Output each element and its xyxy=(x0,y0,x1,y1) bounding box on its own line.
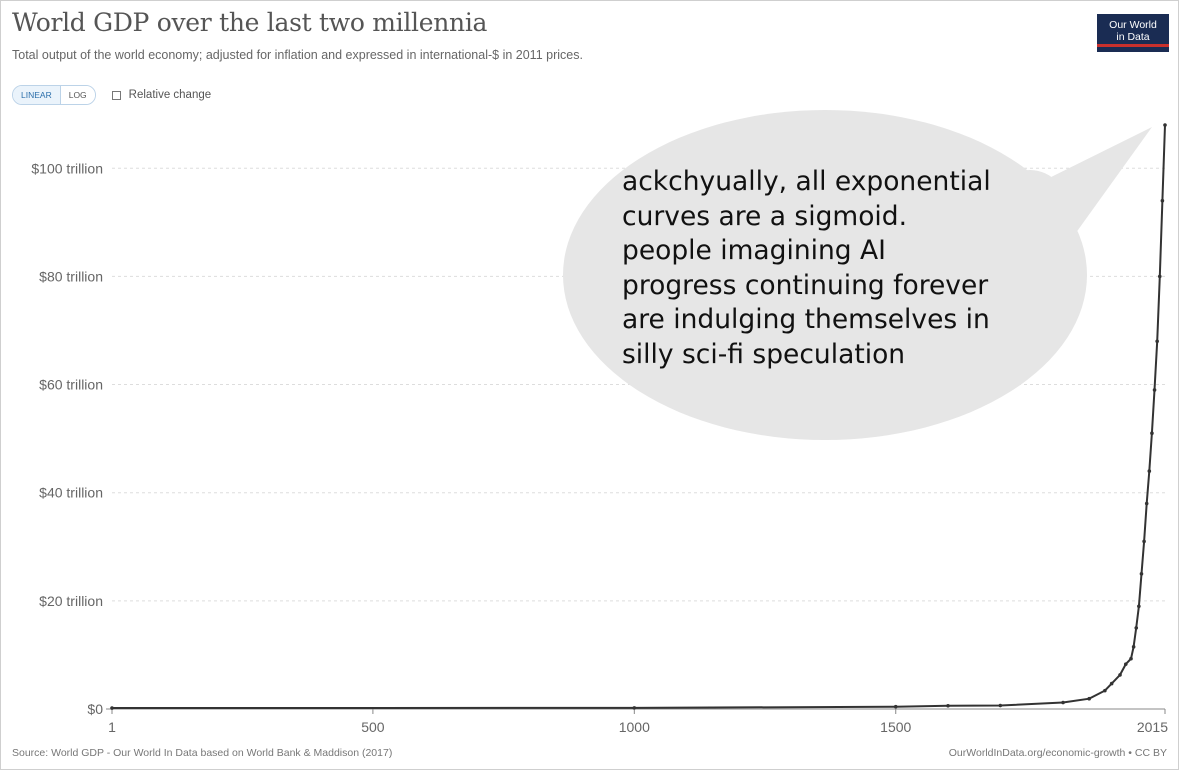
gdp-data-point xyxy=(1137,604,1141,609)
gdp-data-point xyxy=(1087,696,1091,701)
x-tick-label: 1 xyxy=(108,719,116,735)
gdp-data-point xyxy=(998,703,1003,708)
gdp-data-point xyxy=(1129,656,1133,661)
our-world-in-data-logo[interactable]: Our World in Data xyxy=(1097,14,1169,52)
relative-change-toggle[interactable]: Relative change xyxy=(111,89,212,101)
y-tick-label: $100 trillion xyxy=(31,160,103,176)
gdp-data-point xyxy=(1152,388,1157,392)
y-tick-label: $0 xyxy=(87,701,103,717)
gdp-data-point xyxy=(1103,688,1107,693)
gdp-data-point xyxy=(1118,673,1122,677)
linear-button[interactable]: LINEAR xyxy=(13,86,61,104)
gdp-data-point xyxy=(632,706,637,710)
logo-line-1: Our World xyxy=(1109,19,1157,31)
y-tick-label: $60 trillion xyxy=(39,377,103,393)
gdp-data-point xyxy=(1109,681,1114,686)
relative-change-label: Relative change xyxy=(128,89,212,101)
logo-line-2: in Data xyxy=(1116,31,1150,43)
gdp-data-point xyxy=(893,704,898,709)
y-tick-label: $20 trillion xyxy=(39,593,103,609)
x-tick-label: 500 xyxy=(361,719,385,735)
series-layer xyxy=(110,123,1167,710)
gdp-data-point xyxy=(1157,274,1162,279)
chart-title: World GDP over the last two millennia xyxy=(12,8,488,37)
gdp-data-point xyxy=(1139,572,1144,576)
x-tick-label: 1500 xyxy=(880,719,911,735)
gdp-data-point xyxy=(1163,123,1167,127)
gdp-data-point xyxy=(1134,626,1139,630)
axes: $0 $20 trillion $40 trillion $60 trillion $8… xyxy=(31,160,1168,735)
speech-bubble xyxy=(563,110,1152,440)
gdp-data-point xyxy=(1147,469,1152,473)
y-tick-label: $40 trillion xyxy=(39,485,103,501)
gdp-data-point xyxy=(1150,431,1154,436)
gdp-data-point xyxy=(1144,501,1149,506)
x-tick-label: 2015 xyxy=(1137,719,1168,735)
gdp-data-point xyxy=(1123,662,1128,666)
gdp-data-point xyxy=(110,706,114,710)
speech-bubble-joint xyxy=(990,170,1070,260)
x-tick-label: 1000 xyxy=(619,719,650,735)
chart-controls: LINEAR LOG Relative change xyxy=(12,85,211,105)
relative-change-checkbox[interactable] xyxy=(111,90,121,100)
speech-bubble-text: ackchyually, all exponential curves are … xyxy=(622,166,991,370)
log-button[interactable]: LOG xyxy=(60,86,95,104)
speech-bubble-body xyxy=(563,110,1087,440)
chart-subtitle: Total output of the world economy; adjus… xyxy=(12,48,583,62)
source-note: Source: World GDP - Our World In Data ba… xyxy=(12,747,393,759)
license-link[interactable]: OurWorldInData.org/economic-growth • CC … xyxy=(948,747,1167,759)
gdp-data-point xyxy=(1061,700,1065,705)
gdp-data-point xyxy=(1155,339,1159,344)
gdp-data-point xyxy=(1131,645,1136,649)
gdp-data-point xyxy=(1160,198,1165,203)
gdp-data-point xyxy=(946,703,950,708)
y-tick-label: $80 trillion xyxy=(39,268,103,284)
scale-toggle: LINEAR LOG xyxy=(12,85,96,105)
gdp-data-point xyxy=(1142,539,1146,544)
